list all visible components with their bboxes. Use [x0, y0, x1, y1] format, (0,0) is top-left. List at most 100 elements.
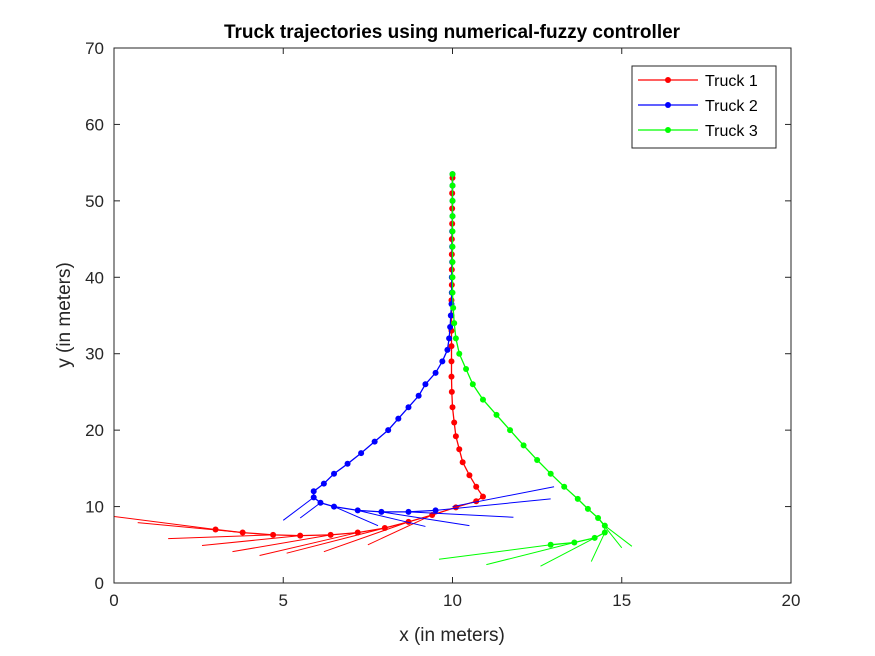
heading-segment — [201, 535, 301, 547]
trajectory-point — [297, 532, 304, 539]
trajectory-point — [446, 335, 453, 342]
heading-segment — [168, 534, 274, 540]
x-axis-label: x (in meters) — [399, 625, 505, 646]
heading-segment — [259, 532, 358, 556]
trajectory-point — [358, 450, 365, 457]
trajectory-point — [449, 243, 456, 250]
legend-label: Truck 2 — [705, 98, 758, 115]
heading-segment — [282, 497, 315, 521]
trajectory-point — [415, 392, 422, 399]
trajectory-point — [405, 518, 412, 525]
series-layer — [114, 171, 633, 567]
y-tick-label: 70 — [85, 39, 104, 58]
heading-segment — [540, 537, 595, 567]
trajectory-point — [212, 526, 219, 533]
trajectory-point — [432, 507, 439, 514]
trajectory-point — [449, 171, 456, 178]
trajectory-point — [344, 460, 351, 467]
legend: Truck 1 Truck 2 Truck 3 — [631, 65, 777, 149]
trajectory-point — [354, 507, 361, 514]
heading-segment — [604, 525, 633, 547]
legend-label: Truck 3 — [705, 123, 758, 140]
trajectory-point — [561, 483, 568, 490]
trajectory-point — [507, 427, 514, 434]
heading-segment — [381, 511, 470, 527]
trajectory-point — [320, 480, 327, 487]
trajectory-point — [451, 320, 458, 327]
trajectory-point — [473, 483, 480, 490]
trajectory-point — [466, 472, 473, 479]
trajectory-point — [327, 531, 334, 538]
legend-swatch-marker — [665, 102, 671, 108]
trajectory-point — [447, 323, 454, 330]
trajectory-point — [571, 539, 578, 546]
x-tick-label: 20 — [782, 591, 801, 610]
trajectory-point — [449, 289, 456, 296]
heading-segment — [357, 509, 426, 527]
trajectory-point — [591, 534, 598, 541]
trajectory-point — [449, 197, 456, 204]
trajectory-point — [479, 396, 486, 403]
heading-segment — [452, 486, 555, 508]
trajectory-point — [493, 411, 500, 418]
trajectory-point — [601, 522, 608, 529]
trajectory-point — [439, 358, 446, 365]
y-tick-label: 50 — [85, 192, 104, 211]
trajectory-point — [450, 304, 457, 311]
trajectory-point — [449, 182, 456, 189]
x-tick-label: 15 — [612, 591, 631, 610]
trajectory-point — [448, 343, 455, 350]
series-3 — [438, 171, 633, 567]
trajectory-point — [239, 529, 246, 536]
trajectory-point — [310, 488, 317, 495]
trajectory-point — [405, 404, 412, 411]
trajectory-point — [463, 366, 470, 372]
trajectory-point — [459, 459, 466, 466]
trajectory-point — [448, 373, 455, 380]
trajectory-point — [469, 381, 476, 388]
trajectory-point — [422, 381, 429, 388]
heading-segment — [408, 511, 514, 518]
trajectory-point — [405, 508, 412, 515]
trajectory-point — [534, 456, 541, 463]
y-tick-label: 0 — [95, 574, 104, 593]
heading-segment — [114, 516, 216, 530]
trajectory-point — [449, 404, 456, 411]
heading-segment — [333, 506, 379, 527]
trajectory-point — [371, 438, 378, 445]
trajectory-point — [584, 505, 591, 512]
trajectory-point — [270, 531, 277, 538]
trajectory-point — [432, 369, 439, 376]
trajectory-point — [385, 427, 392, 434]
axis-ticks: 0 5 10 15 20 0 10 20 30 40 50 60 70 — [85, 39, 800, 610]
trajectory-point — [601, 529, 608, 536]
heading-segment — [232, 534, 331, 553]
x-tick-label: 0 — [109, 591, 118, 610]
trajectory-point — [547, 541, 554, 548]
trajectory-point — [317, 499, 324, 506]
heading-segment — [435, 498, 551, 511]
y-tick-label: 60 — [85, 115, 104, 134]
chart-title: Truck trajectories using numerical-fuzzy… — [224, 22, 681, 43]
trajectory-point — [451, 419, 458, 426]
heading-segment — [323, 521, 409, 553]
heading-segment — [286, 527, 385, 554]
trajectory-point — [310, 494, 317, 501]
trajectory-point — [381, 524, 388, 531]
x-tick-label: 10 — [443, 591, 462, 610]
trajectory-point — [447, 312, 454, 319]
y-tick-label: 10 — [85, 498, 104, 517]
trajectory-point — [456, 446, 463, 453]
trajectory-point — [449, 274, 456, 281]
y-axis-label: y (in meters) — [54, 262, 75, 368]
y-tick-label: 20 — [85, 421, 104, 440]
trajectory-point — [378, 508, 385, 515]
trajectory-point — [547, 470, 554, 477]
legend-entry-3: Truck 3 — [638, 123, 758, 140]
trajectory-point — [331, 503, 338, 510]
legend-label: Truck 1 — [705, 73, 758, 90]
trajectory-point — [574, 495, 581, 502]
heading-segment — [367, 514, 433, 546]
legend-entry-2: Truck 2 — [638, 98, 758, 115]
